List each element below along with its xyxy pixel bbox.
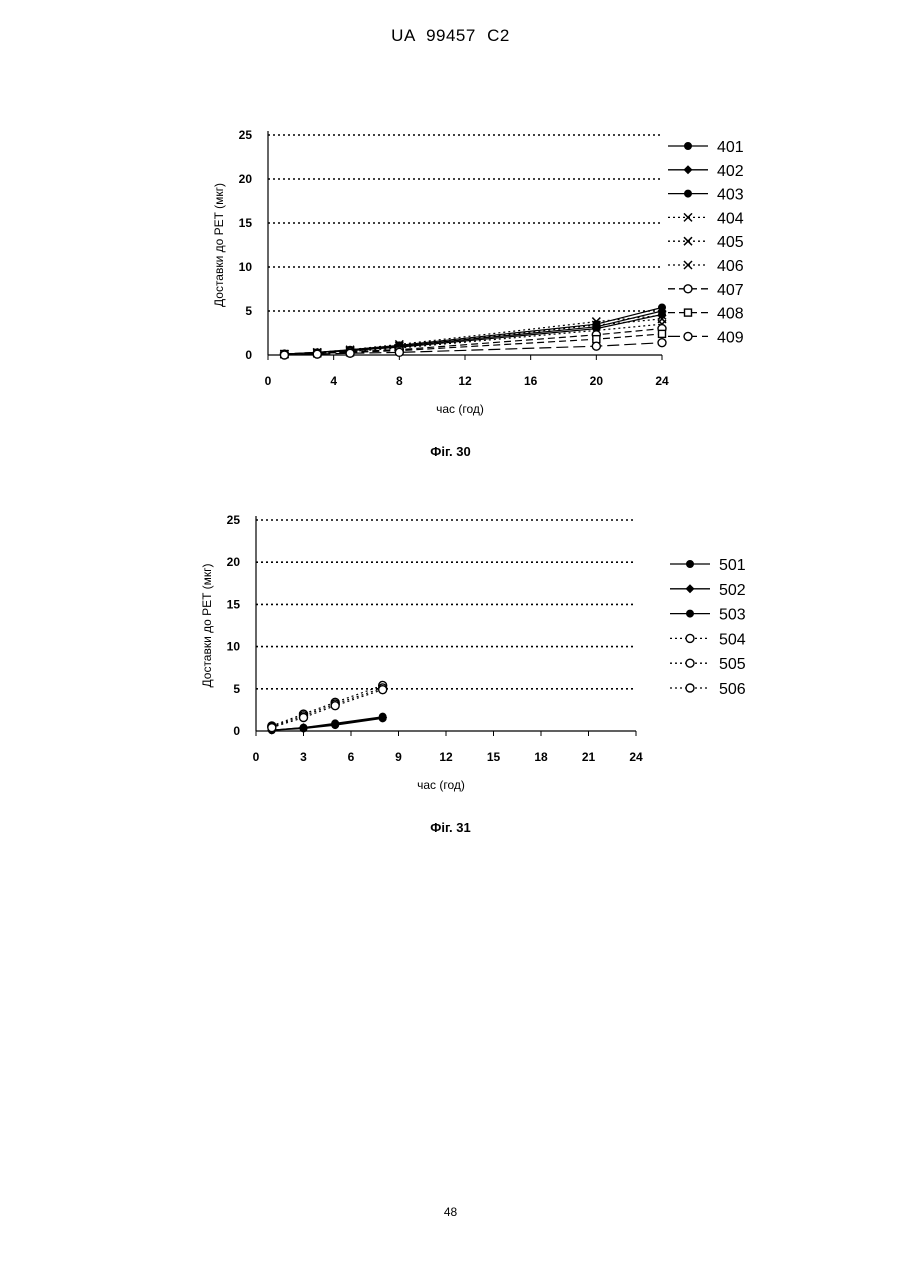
chart1-y-axis-title: Доставки до PET (мкг) (200, 564, 214, 688)
chart1-y-tick-label: 10 (227, 640, 241, 654)
chart1-y-tick-label: 15 (227, 597, 241, 611)
chart1-legend-label: 504 (719, 631, 746, 648)
chart1-legend-label: 502 (719, 582, 746, 599)
chart1-legend-marker (686, 584, 695, 593)
chart1-legend-marker (687, 561, 694, 568)
chart1-x-tick-label: 12 (439, 750, 453, 764)
chart1-legend-item-504: 504 (670, 631, 746, 648)
chart1-legend-label: 505 (719, 656, 746, 673)
chart1-legend-label: 506 (719, 681, 746, 698)
chart1-point-503 (300, 725, 307, 732)
chart1-legend-label: 503 (719, 607, 746, 624)
chart1-x-tick-label: 3 (300, 750, 307, 764)
chart1-series-line-506 (272, 690, 383, 728)
chart1-legend-item-506: 506 (670, 681, 746, 698)
chart1-point-506 (300, 713, 308, 721)
chart1-x-tick-label: 15 (487, 750, 501, 764)
chart1-y-tick-label: 20 (227, 555, 241, 569)
chart1-legend-label: 501 (719, 557, 746, 574)
page-number: 48 (0, 1205, 901, 1219)
chart1-legend-marker (686, 634, 694, 642)
chart1-y-tick-label: 0 (233, 724, 240, 738)
chart1-legend-item-503: 503 (670, 607, 746, 624)
chart1-x-tick-label: 0 (253, 750, 260, 764)
chart1-point-506 (331, 702, 339, 710)
figure-31-caption: Фіг. 31 (0, 820, 901, 835)
chart1-point-506 (379, 686, 387, 694)
chart1-legend-marker (686, 659, 694, 667)
chart1-legend-item-502: 502 (670, 582, 746, 599)
chart1-series-line-501 (272, 717, 383, 731)
chart1-point-503 (379, 715, 386, 722)
chart1-legend-marker (686, 684, 694, 692)
chart1-x-tick-label: 6 (348, 750, 355, 764)
chart1-legend-item-501: 501 (670, 557, 746, 574)
chart1-legend-marker (687, 610, 694, 617)
figure-31-chart: 0 5 10 15 20 25 0 3 6 9 12 15 18 21 24 час (год) Доставк… (0, 0, 901, 850)
chart1-series-505 (268, 684, 387, 731)
chart1-x-tick-label: 9 (395, 750, 402, 764)
chart1-y-tick-label: 5 (233, 682, 240, 696)
chart1-point-506 (268, 724, 276, 732)
chart1-x-tick-label: 24 (629, 750, 643, 764)
chart1-point-503 (332, 722, 339, 729)
chart1-x-axis-title: час (год) (417, 778, 465, 792)
chart1-x-tick-label: 18 (534, 750, 548, 764)
chart1-x-tick-label: 21 (582, 750, 596, 764)
chart1-y-tick-label: 25 (227, 513, 241, 527)
chart1-legend-item-505: 505 (670, 656, 746, 673)
